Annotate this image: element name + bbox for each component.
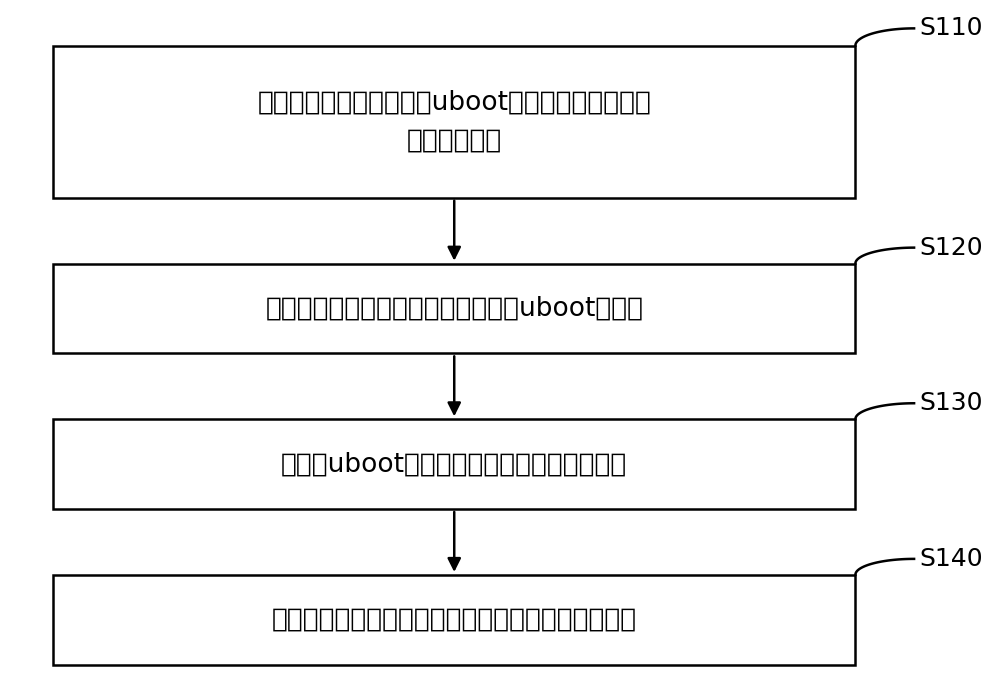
Text: 根据目标差分数据包和待升级的分区数据块进行升级: 根据目标差分数据包和待升级的分区数据块进行升级 bbox=[272, 607, 637, 633]
Text: S110: S110 bbox=[919, 16, 982, 41]
FancyBboxPatch shape bbox=[53, 46, 855, 198]
Text: 在当前电子设备重启进入uboot安装阶段的情况下，
挂载预定分区: 在当前电子设备重启进入uboot安装阶段的情况下， 挂载预定分区 bbox=[257, 90, 651, 154]
Text: 从所述uboot内存中读取所述目标差分数据包: 从所述uboot内存中读取所述目标差分数据包 bbox=[281, 451, 627, 477]
FancyBboxPatch shape bbox=[53, 419, 855, 509]
Text: S120: S120 bbox=[919, 236, 983, 260]
Text: 将目标差分包数据从预定分区读取到uboot内存中: 将目标差分包数据从预定分区读取到uboot内存中 bbox=[265, 295, 643, 321]
FancyBboxPatch shape bbox=[53, 575, 855, 665]
FancyBboxPatch shape bbox=[53, 263, 855, 354]
Text: S130: S130 bbox=[919, 391, 982, 415]
Text: S140: S140 bbox=[919, 547, 983, 571]
